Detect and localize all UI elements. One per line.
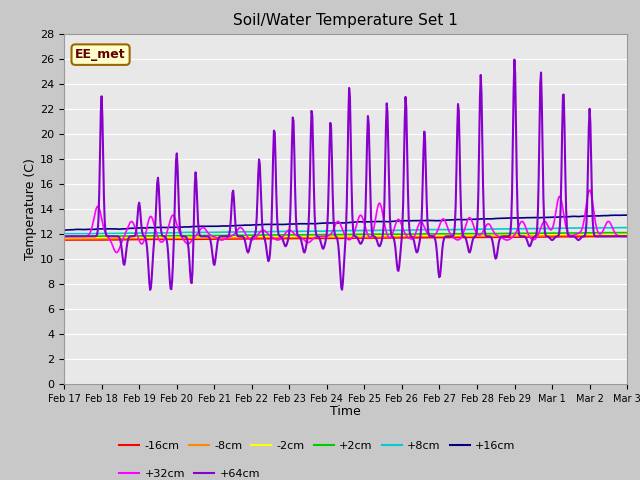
Title: Soil/Water Temperature Set 1: Soil/Water Temperature Set 1 <box>233 13 458 28</box>
Legend: +32cm, +64cm: +32cm, +64cm <box>115 465 264 480</box>
Y-axis label: Temperature (C): Temperature (C) <box>24 158 37 260</box>
Text: EE_met: EE_met <box>76 48 126 61</box>
X-axis label: Time: Time <box>330 405 361 418</box>
